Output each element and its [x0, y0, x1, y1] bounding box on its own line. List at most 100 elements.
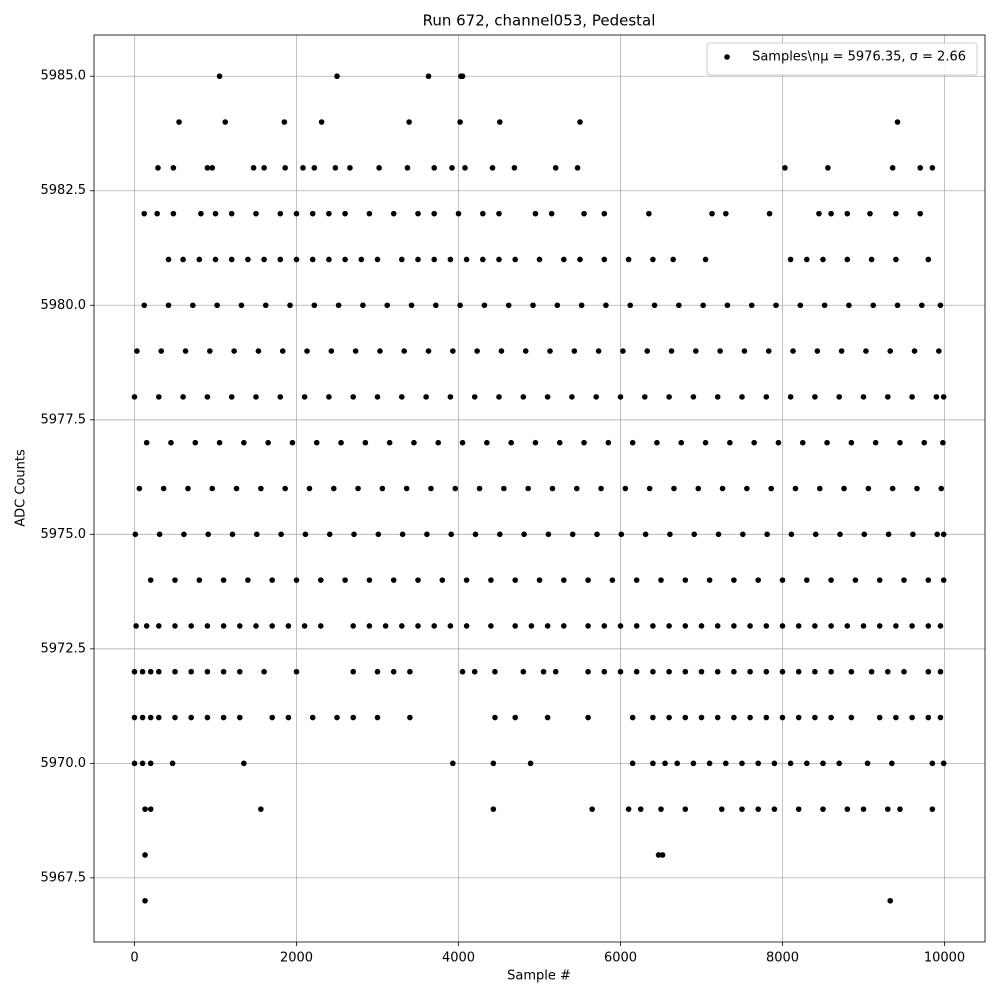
- point: [492, 714, 498, 721]
- point: [449, 165, 455, 171]
- point: [921, 439, 928, 446]
- point: [569, 394, 575, 400]
- point: [698, 623, 705, 629]
- point: [379, 485, 386, 492]
- point: [245, 577, 251, 583]
- point: [261, 256, 267, 263]
- point: [682, 806, 689, 812]
- point: [715, 531, 722, 538]
- point: [799, 439, 806, 446]
- point: [629, 439, 636, 446]
- point: [893, 714, 899, 721]
- point: [601, 256, 608, 263]
- point: [548, 210, 555, 217]
- point: [824, 439, 830, 446]
- point: [156, 531, 163, 538]
- point: [897, 806, 903, 812]
- point: [415, 256, 421, 263]
- point: [581, 210, 587, 217]
- y-tick-label: 5977.5: [41, 412, 87, 427]
- point: [787, 256, 794, 263]
- y-tick-label: 5967.5: [41, 870, 87, 885]
- point: [450, 760, 456, 767]
- point: [463, 256, 470, 263]
- point: [668, 348, 675, 354]
- point: [727, 439, 733, 446]
- point: [841, 485, 847, 492]
- point: [154, 210, 160, 217]
- point: [342, 210, 348, 217]
- point: [662, 760, 668, 767]
- point: [702, 439, 709, 446]
- point: [511, 165, 518, 171]
- point: [763, 623, 770, 629]
- point: [627, 302, 634, 309]
- point: [860, 623, 867, 629]
- point: [338, 439, 344, 446]
- point: [262, 302, 269, 309]
- point: [650, 256, 656, 263]
- point: [790, 348, 796, 354]
- point: [540, 668, 547, 675]
- point: [350, 623, 357, 629]
- point: [136, 485, 143, 492]
- point: [925, 256, 932, 263]
- point: [867, 210, 873, 217]
- point: [285, 623, 292, 629]
- point: [601, 210, 608, 217]
- point: [885, 394, 891, 400]
- y-tick-label: 5972.5: [41, 641, 87, 656]
- point: [415, 577, 421, 583]
- point: [415, 210, 421, 217]
- point: [428, 485, 434, 492]
- point: [447, 256, 454, 263]
- point: [642, 394, 648, 400]
- point: [549, 485, 556, 492]
- y-axis-label: ADC Counts: [14, 449, 29, 527]
- point: [893, 210, 899, 217]
- point: [618, 531, 625, 538]
- point: [666, 623, 672, 629]
- point: [228, 256, 235, 263]
- point: [278, 531, 284, 538]
- point: [889, 760, 895, 767]
- point: [216, 439, 223, 446]
- point: [390, 668, 397, 675]
- x-axis-label: Sample #: [507, 969, 571, 984]
- point: [142, 897, 148, 904]
- point: [545, 531, 552, 538]
- point: [492, 668, 498, 675]
- point: [797, 302, 804, 309]
- point: [403, 485, 410, 492]
- point: [820, 806, 826, 812]
- point: [940, 577, 947, 583]
- point: [706, 760, 713, 767]
- point: [731, 668, 737, 675]
- point: [406, 119, 412, 125]
- point: [342, 256, 348, 263]
- point: [423, 394, 429, 400]
- point: [887, 897, 894, 904]
- point: [490, 760, 497, 767]
- point: [172, 623, 178, 629]
- point: [667, 531, 673, 538]
- point: [755, 577, 761, 583]
- point: [885, 531, 892, 538]
- point: [577, 119, 583, 125]
- point: [894, 302, 901, 309]
- point: [490, 806, 497, 812]
- point: [143, 439, 150, 446]
- point: [302, 531, 309, 538]
- point: [820, 760, 826, 767]
- point: [214, 302, 220, 309]
- point: [792, 485, 799, 492]
- point: [825, 165, 831, 171]
- point: [457, 119, 463, 125]
- point: [350, 668, 357, 675]
- point: [872, 439, 879, 446]
- point: [277, 256, 284, 263]
- point: [488, 623, 494, 629]
- point: [182, 348, 189, 354]
- point: [836, 760, 842, 767]
- point: [864, 760, 871, 767]
